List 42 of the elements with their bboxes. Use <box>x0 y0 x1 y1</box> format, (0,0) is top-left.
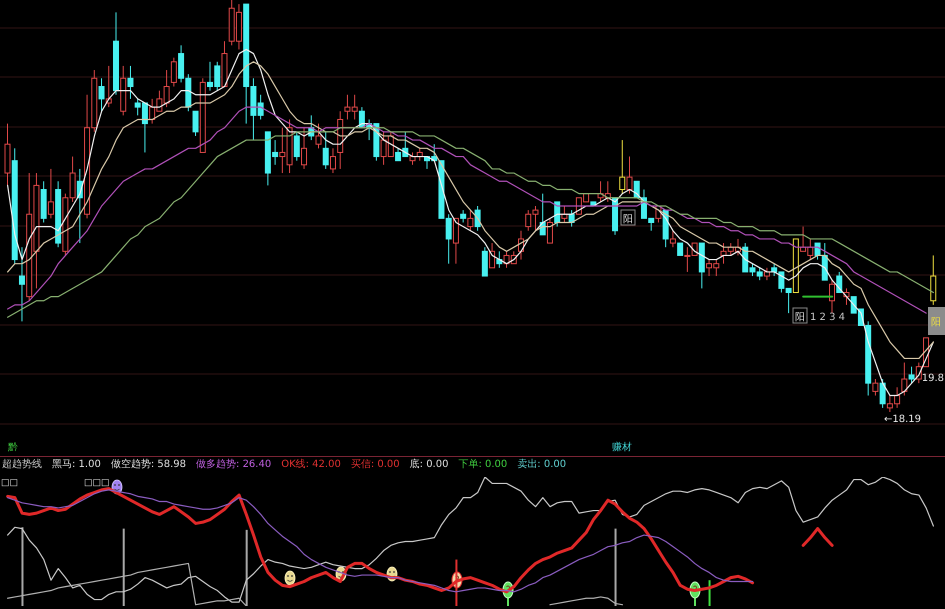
candlestick <box>677 242 684 256</box>
candlestick <box>301 127 308 170</box>
candlestick <box>829 280 836 314</box>
text: 做空趋势: 58.98 <box>110 459 186 471</box>
candlestick <box>546 218 553 244</box>
candlestick <box>908 366 915 384</box>
candlestick <box>316 123 322 149</box>
candlestick <box>901 362 908 396</box>
text: 超趋势线 <box>2 459 42 471</box>
text: 做多趋势: 26.40 <box>196 459 272 471</box>
candlestick <box>294 131 300 162</box>
candlestick <box>880 378 886 408</box>
candlestick <box>467 210 474 232</box>
candlestick <box>489 242 496 268</box>
candlestick <box>330 148 336 174</box>
annotation: 19.8 <box>922 373 944 384</box>
text: 底: 0.00 <box>410 459 448 471</box>
annotation: □□□ <box>84 478 110 488</box>
candlestick <box>127 65 134 100</box>
candlestick <box>18 246 25 322</box>
annotation: 阳 <box>931 317 941 328</box>
text: 买信: 0.00 <box>350 459 400 471</box>
text: ←18.19 <box>884 414 922 425</box>
annotation: 1 2 3 4 <box>810 312 845 323</box>
candlestick <box>670 230 676 248</box>
text: 黔 <box>7 441 18 453</box>
annotation: □□ <box>1 478 18 488</box>
annotation: 阳 <box>795 312 805 323</box>
text: OK线: 42.00 <box>281 459 341 471</box>
candlestick <box>836 271 842 294</box>
candlestick <box>192 110 199 136</box>
candlestick <box>460 210 466 223</box>
annotation: 阳 <box>623 214 633 225</box>
candlestick <box>322 131 329 170</box>
candlestick <box>170 57 177 88</box>
candlestick <box>98 78 105 112</box>
candlestick <box>48 168 54 219</box>
text: 下单: 0.00 <box>458 459 508 471</box>
text: 卖出: 0.00 <box>517 459 566 471</box>
text: 黑马: 1.00 <box>52 459 101 471</box>
text: 赚材 <box>612 441 632 453</box>
candlestick <box>872 378 878 396</box>
